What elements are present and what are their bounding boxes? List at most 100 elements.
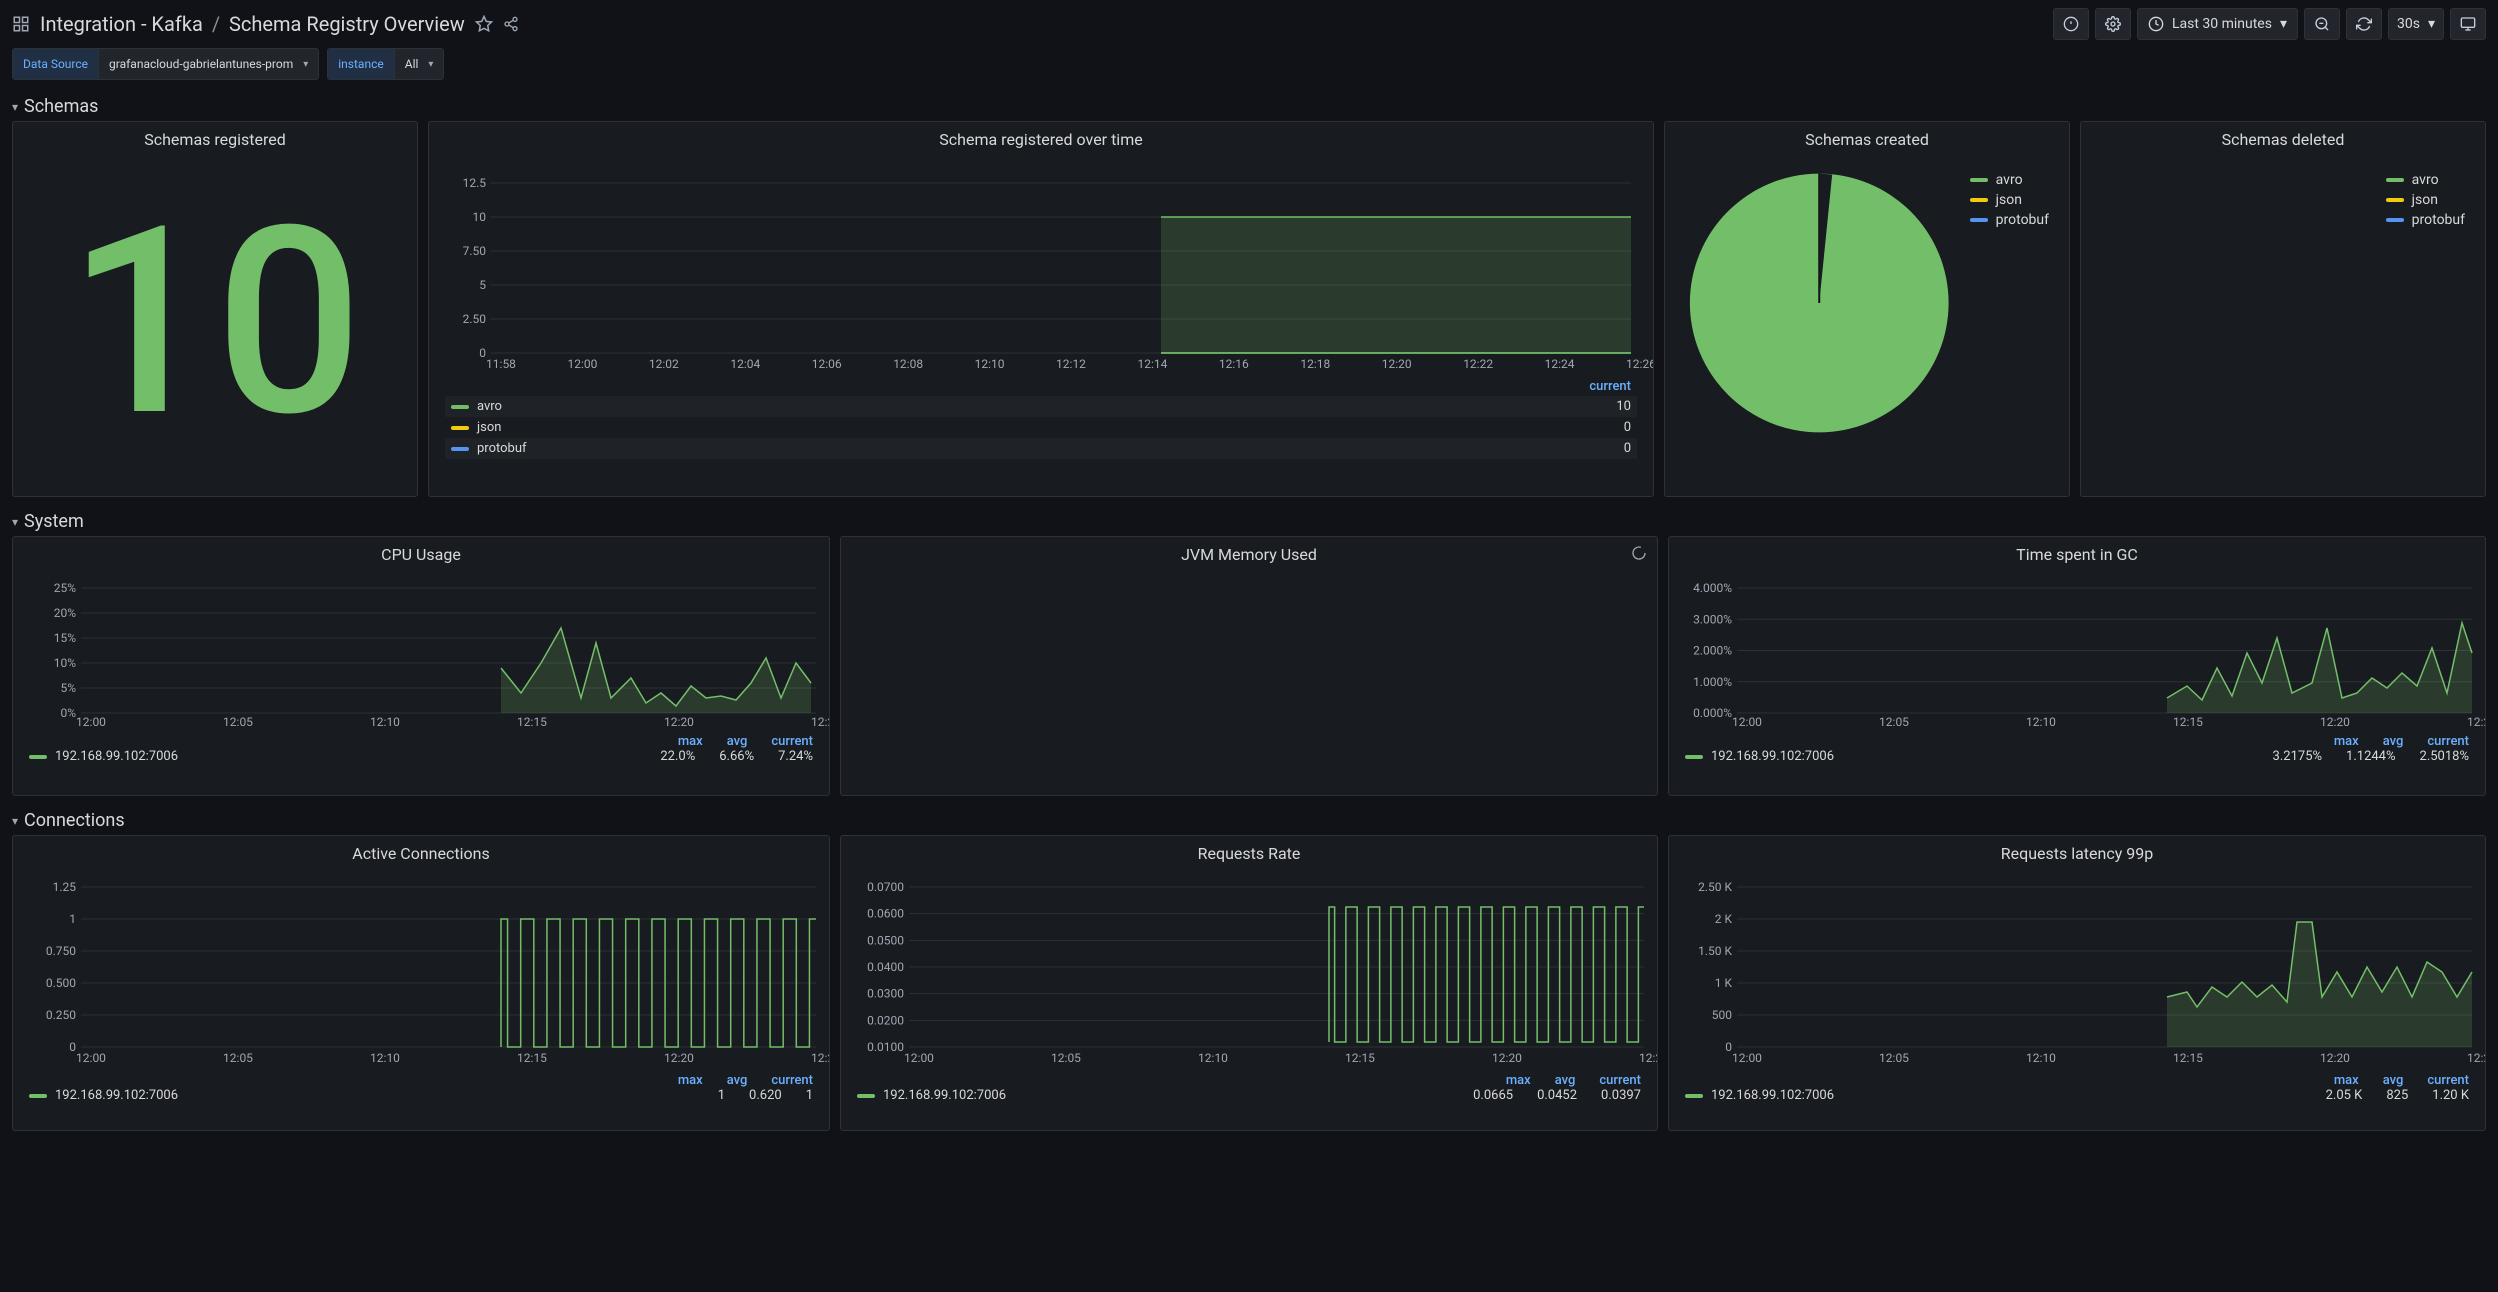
svg-text:12:00: 12:00 — [567, 357, 597, 371]
legend-item[interactable]: avro — [2386, 172, 2465, 188]
section-connections-header[interactable]: ▾ Connections — [0, 806, 2498, 835]
datasource-var-label: Data Source — [13, 49, 99, 79]
legend-item[interactable]: protobuf — [1970, 212, 2049, 228]
breadcrumb-folder[interactable]: Integration - Kafka — [40, 12, 203, 36]
svg-text:12.5: 12.5 — [463, 176, 487, 190]
dashboard-header: Integration - Kafka / Schema Registry Ov… — [0, 0, 2498, 48]
svg-text:2.000%: 2.000% — [1693, 644, 1732, 658]
time-range-picker[interactable]: Last 30 minutes ▾ — [2137, 8, 2298, 40]
svg-text:1: 1 — [69, 912, 76, 926]
lat-stats: maxavgcurrent 192.168.99.102:7006 2.05 K… — [1669, 1067, 2485, 1113]
svg-text:2.50: 2.50 — [463, 312, 487, 326]
time-range-label: Last 30 minutes — [2172, 16, 2272, 32]
svg-text:12:00: 12:00 — [76, 1051, 106, 1065]
svg-text:12:20: 12:20 — [1382, 357, 1412, 371]
svg-text:12:15: 12:15 — [2173, 715, 2203, 728]
svg-text:12:20: 12:20 — [664, 715, 694, 728]
svg-text:12:10: 12:10 — [975, 357, 1005, 371]
svg-text:0.250: 0.250 — [46, 1008, 76, 1022]
refresh-interval-picker[interactable]: 30s ▾ — [2388, 8, 2444, 40]
svg-text:12:10: 12:10 — [2026, 715, 2056, 728]
legend-item[interactable]: protobuf0 — [445, 438, 1637, 459]
big-stat-value: 10 — [13, 153, 417, 453]
section-system-title: System — [24, 511, 84, 532]
svg-text:12:25: 12:25 — [2467, 715, 2485, 728]
svg-text:0.0500: 0.0500 — [867, 933, 904, 947]
share-icon[interactable] — [503, 16, 519, 32]
svg-text:500: 500 — [1712, 1008, 1732, 1022]
svg-text:12:02: 12:02 — [649, 357, 679, 371]
section-schemas-title: Schemas — [24, 96, 98, 117]
svg-text:10: 10 — [473, 210, 487, 224]
panel-schemas-deleted: Schemas deleted avrojsonprotobuf — [2080, 121, 2486, 497]
panel-title: Active Connections — [13, 836, 829, 867]
legend-item[interactable]: json0 — [445, 417, 1637, 438]
cycle-view-button[interactable] — [2053, 8, 2089, 40]
svg-text:2.50 K: 2.50 K — [1698, 880, 1732, 894]
svg-text:1.000%: 1.000% — [1693, 675, 1732, 689]
legend-item[interactable]: avro10 — [445, 396, 1637, 417]
panel-schemas-created: Schemas created avro json protobuf — [1664, 121, 2070, 497]
svg-text:1.50 K: 1.50 K — [1698, 944, 1732, 958]
legend-item[interactable]: json — [2386, 192, 2465, 208]
schema-over-time-legend: current avro10json0protobuf0 — [429, 373, 1653, 463]
svg-text:12:15: 12:15 — [517, 1051, 547, 1065]
schema-over-time-chart[interactable]: 12.5 10 7.50 5 2.50 0 11:5812:0012:0212:… — [429, 153, 1653, 373]
svg-text:12:14: 12:14 — [1137, 357, 1167, 371]
svg-text:0.500: 0.500 — [46, 976, 76, 990]
gc-stats: maxavgcurrent 192.168.99.102:7006 3.2175… — [1669, 728, 2485, 774]
refresh-button[interactable] — [2346, 8, 2382, 40]
svg-text:7.50: 7.50 — [463, 244, 487, 258]
svg-text:12:00: 12:00 — [1732, 1051, 1762, 1065]
panel-title: Schemas registered — [13, 122, 417, 153]
svg-text:12:00: 12:00 — [904, 1051, 934, 1065]
svg-text:12:10: 12:10 — [370, 1051, 400, 1065]
settings-button[interactable] — [2095, 8, 2131, 40]
svg-text:20%: 20% — [54, 606, 76, 620]
svg-text:4.000%: 4.000% — [1693, 581, 1732, 595]
svg-text:0.0400: 0.0400 — [867, 960, 904, 974]
legend-item[interactable]: protobuf — [2386, 212, 2465, 228]
panel-title: Schemas created — [1665, 122, 2069, 153]
conn-chart[interactable]: 00.2500.5000.75011.25 12:0012:0512:1012:… — [13, 867, 829, 1067]
legend-item[interactable]: json — [1970, 192, 2049, 208]
svg-text:1.25: 1.25 — [53, 880, 77, 894]
section-system-header[interactable]: ▾ System — [0, 507, 2498, 536]
svg-text:12:10: 12:10 — [2026, 1051, 2056, 1065]
svg-text:12:25: 12:25 — [1639, 1051, 1657, 1065]
gc-chart[interactable]: 0.000%1.000%2.000%3.000%4.000% 12:0012:0… — [1669, 568, 2485, 728]
panel-jvm-memory: JVM Memory Used — [840, 536, 1658, 796]
section-schemas-header[interactable]: ▾ Schemas — [0, 92, 2498, 121]
rate-chart[interactable]: 0.01000.02000.03000.04000.05000.06000.07… — [841, 867, 1657, 1067]
datasource-variable: Data Source grafanacloud-gabrielantunes-… — [12, 48, 319, 80]
x-axis: 11:5812:0012:0212:0412:0612:0812:1012:12… — [486, 357, 1653, 371]
svg-text:25%: 25% — [54, 581, 76, 595]
cpu-chart[interactable]: 0%5%10%15%20%25% 12:0012:0512:1012:1512:… — [13, 568, 829, 728]
svg-text:11:58: 11:58 — [486, 357, 516, 371]
tv-mode-button[interactable] — [2450, 8, 2486, 40]
chevron-down-icon: ▾ — [12, 515, 18, 529]
instance-var-value[interactable]: All — [395, 57, 444, 71]
zoom-out-button[interactable] — [2304, 8, 2340, 40]
svg-text:12:05: 12:05 — [223, 1051, 253, 1065]
datasource-var-value[interactable]: grafanacloud-gabrielantunes-prom — [99, 57, 318, 71]
svg-text:12:18: 12:18 — [1300, 357, 1330, 371]
panel-schemas-registered: Schemas registered 10 — [12, 121, 418, 497]
panel-cpu-usage: CPU Usage 0%5%10%15%20%25% 12:0012:0512:… — [12, 536, 830, 796]
star-icon[interactable] — [475, 15, 493, 33]
grid-icon[interactable] — [12, 15, 30, 33]
section-connections-title: Connections — [24, 810, 125, 831]
breadcrumb[interactable]: Integration - Kafka / Schema Registry Ov… — [40, 12, 465, 36]
svg-text:0.000%: 0.000% — [1693, 706, 1732, 720]
svg-text:12:25: 12:25 — [811, 715, 829, 728]
svg-text:12:24: 12:24 — [1545, 357, 1575, 371]
svg-text:12:15: 12:15 — [517, 715, 547, 728]
svg-text:12:15: 12:15 — [2173, 1051, 2203, 1065]
svg-text:0.0600: 0.0600 — [867, 907, 904, 921]
lat-chart[interactable]: 05001 K1.50 K2 K2.50 K 12:0012:0512:1012… — [1669, 867, 2485, 1067]
svg-text:12:04: 12:04 — [730, 357, 760, 371]
panel-title: Schema registered over time — [429, 122, 1653, 153]
svg-text:12:05: 12:05 — [223, 715, 253, 728]
breadcrumb-title[interactable]: Schema Registry Overview — [229, 12, 465, 36]
legend-item[interactable]: avro — [1970, 172, 2049, 188]
